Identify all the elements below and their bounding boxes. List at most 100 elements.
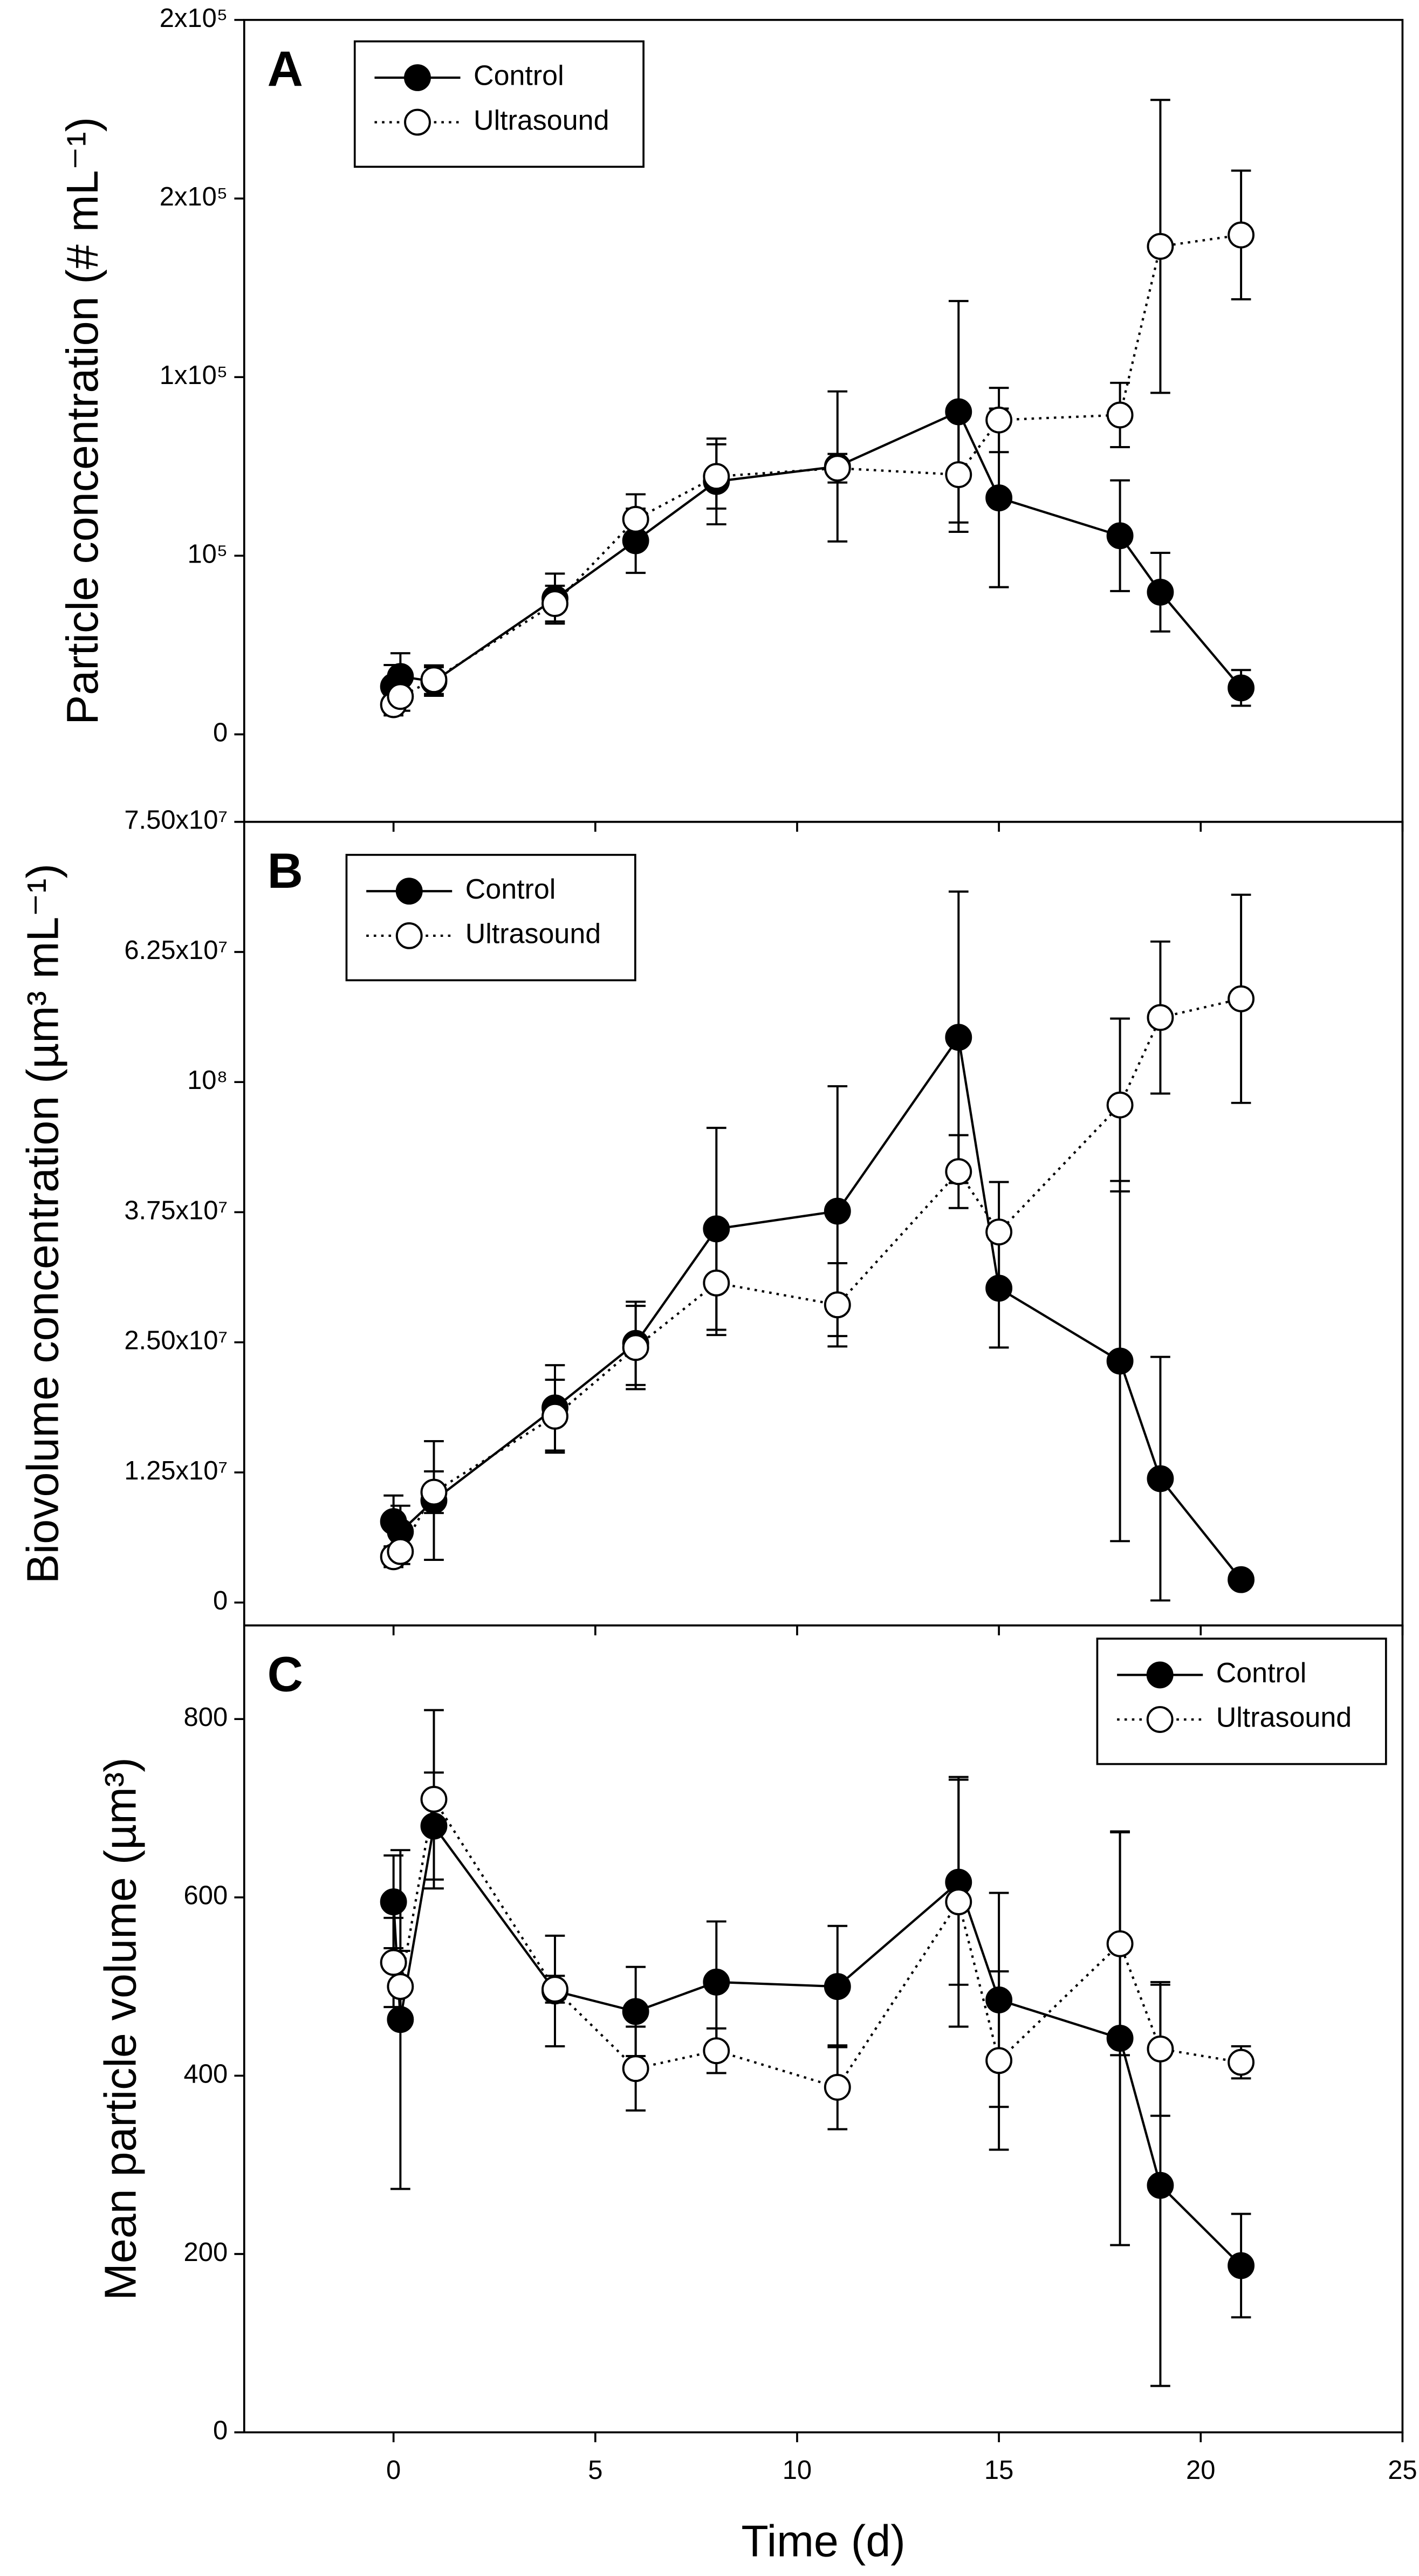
legend-label: Control: [474, 60, 564, 92]
marker: [703, 1269, 730, 1297]
x-tick-label: 20: [1186, 2456, 1215, 2485]
x-tick-label: 25: [1388, 2456, 1417, 2485]
marker: [622, 1998, 649, 2025]
marker: [945, 1888, 972, 1916]
legend-marker: [1146, 1706, 1174, 1733]
marker: [622, 2055, 649, 2082]
panel: 0 1.25x10⁷ 2.50x10⁷ 3.75x10⁷ 10⁸ 6.25x10⁷ 7.50…: [17, 806, 1404, 1635]
x-tick-label: 0: [386, 2456, 401, 2485]
x-tick-label: 5: [588, 2456, 602, 2485]
legend: Control Ultrasound: [345, 854, 636, 982]
y-tick-label: 6.25x10⁷: [124, 936, 228, 965]
x-tick-label: 15: [984, 2456, 1013, 2485]
series-line: [392, 410, 1242, 689]
marker: [622, 505, 649, 533]
marker: [945, 398, 972, 426]
marker: [387, 683, 414, 710]
marker: [1106, 522, 1134, 550]
y-tick-label: 0: [213, 2416, 228, 2445]
marker: [1106, 1930, 1134, 1957]
marker: [1147, 578, 1174, 606]
marker: [420, 1478, 448, 1506]
marker: [824, 1197, 851, 1225]
marker: [387, 2006, 414, 2033]
marker: [541, 1976, 568, 2003]
y-tick-label: 0: [213, 1586, 228, 1615]
marker: [703, 1968, 730, 1996]
marker: [622, 1334, 649, 1361]
legend-marker: [404, 108, 431, 136]
marker: [420, 1786, 448, 1813]
legend: Control Ultrasound: [353, 40, 645, 168]
legend-marker: [404, 64, 431, 91]
marker: [1106, 401, 1134, 429]
panel-label: A: [268, 42, 303, 97]
marker: [1228, 985, 1255, 1012]
marker: [420, 666, 448, 694]
marker: [985, 2047, 1013, 2074]
marker: [1228, 1566, 1255, 1593]
panel-label: B: [268, 844, 303, 899]
y-tick-label: 2x10⁵: [160, 182, 228, 211]
legend-label: Ultrasound: [465, 919, 601, 950]
marker: [1147, 1465, 1174, 1492]
y-tick-label: 2x10⁵: [160, 4, 228, 33]
marker: [1147, 2171, 1174, 2199]
x-axis-label: Time (d): [741, 2516, 905, 2566]
y-tick-label: 0: [213, 718, 228, 747]
y-tick-label: 800: [184, 1703, 228, 1732]
panel-label: C: [268, 1647, 303, 1702]
marker: [1228, 2252, 1255, 2279]
legend-label: Control: [1216, 1657, 1307, 1689]
marker: [541, 1402, 568, 1430]
marker: [420, 1812, 448, 1840]
marker: [945, 1158, 972, 1186]
legend-label: Ultrasound: [1216, 1702, 1352, 1734]
legend-label: Control: [465, 874, 556, 905]
series-line: [392, 1823, 1242, 2267]
marker: [380, 1888, 407, 1916]
marker: [985, 1275, 1013, 1302]
y-tick-label: 3.75x10⁷: [124, 1196, 228, 1225]
y-tick-label: 10⁸: [187, 1066, 228, 1095]
marker: [1228, 221, 1255, 249]
marker: [1106, 1347, 1134, 1375]
panel: 0 10⁵ 1x10⁵ 2x10⁵ 2x10⁵ Particle concentratio…: [57, 4, 1404, 832]
marker: [824, 2073, 851, 2101]
legend-marker: [395, 922, 423, 949]
marker: [985, 406, 1013, 434]
panel: 0 200 400 600 800 0 5 10 15 20 25 Time (d) Mean part…: [95, 1624, 1417, 2566]
legend-box: [353, 40, 645, 168]
marker: [985, 1218, 1013, 1246]
marker: [945, 461, 972, 488]
marker: [985, 484, 1013, 511]
marker: [541, 590, 568, 618]
marker: [1106, 2025, 1134, 2052]
series-line: [392, 1796, 1242, 2089]
legend-marker: [1146, 1661, 1174, 1689]
marker: [824, 1291, 851, 1319]
y-axis-label: Biovolume concentration (µm³ mL⁻¹): [17, 864, 67, 1584]
legend-box: [1096, 1638, 1387, 1765]
plot-frame: [243, 1624, 1404, 2434]
marker: [824, 455, 851, 482]
y-tick-label: 10⁵: [187, 539, 228, 568]
y-axis-label: Particle concentration (# mL⁻¹): [57, 117, 107, 725]
marker: [387, 1538, 414, 1565]
marker: [824, 1973, 851, 2000]
marker: [387, 1973, 414, 2000]
legend: Control Ultrasound: [1096, 1638, 1387, 1765]
marker: [1228, 2049, 1255, 2076]
x-tick-label: 10: [783, 2456, 812, 2485]
legend-marker: [395, 878, 423, 905]
marker: [1147, 2035, 1174, 2063]
marker: [703, 1215, 730, 1243]
marker: [703, 463, 730, 490]
y-tick-label: 1.25x10⁷: [124, 1456, 228, 1485]
y-tick-label: 2.50x10⁷: [124, 1326, 228, 1355]
marker: [380, 1949, 407, 1976]
y-tick-label: 200: [184, 2238, 228, 2267]
y-tick-label: 400: [184, 2059, 228, 2088]
marker: [1147, 232, 1174, 260]
